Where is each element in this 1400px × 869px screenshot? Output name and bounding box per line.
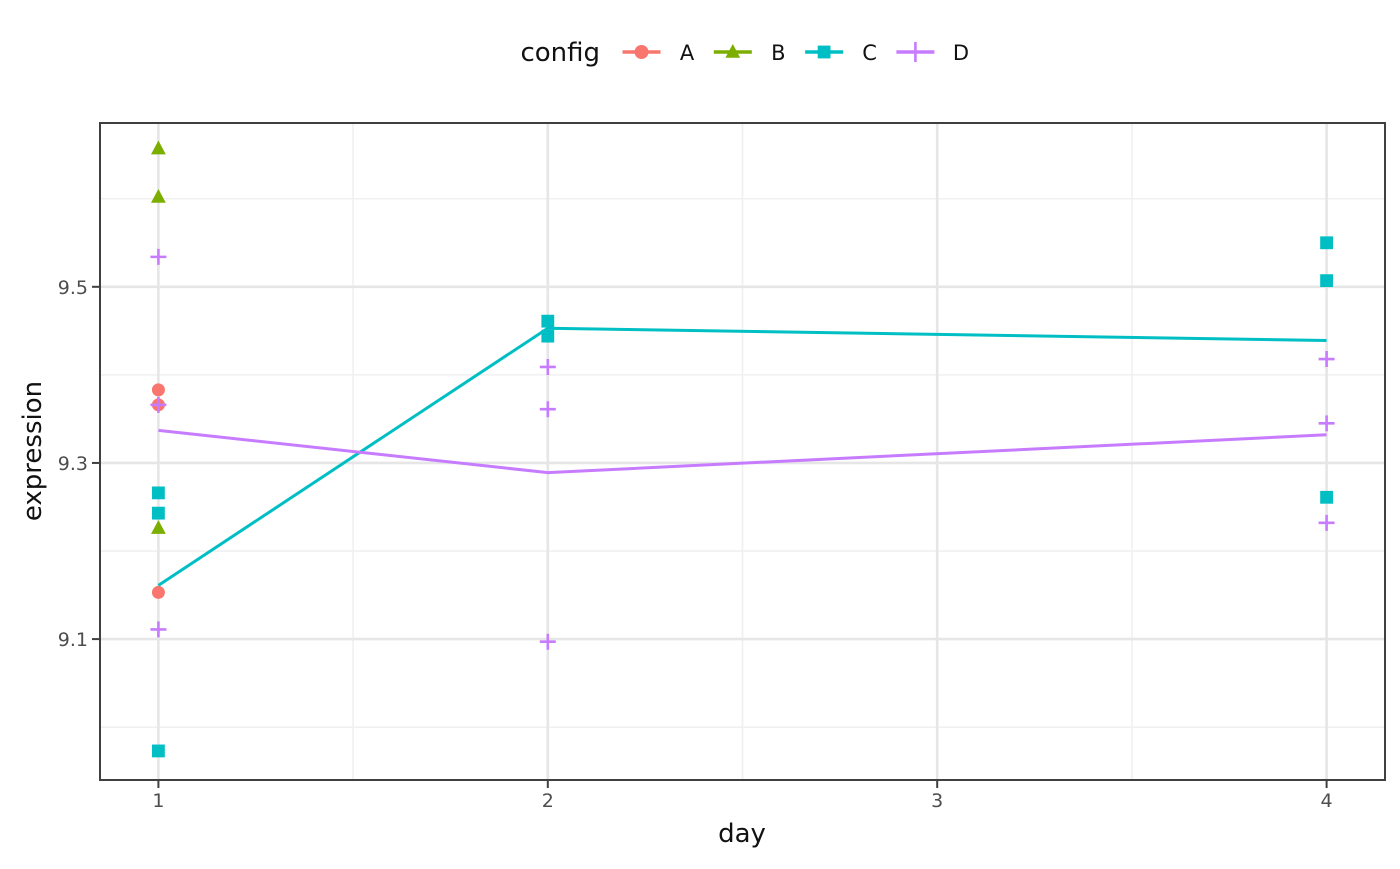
- legend-title: config: [520, 38, 600, 68]
- y-axis-title: expression: [18, 381, 48, 521]
- point-D: [1318, 514, 1335, 531]
- trend-line-C: [157, 326, 1327, 587]
- legend-entries: A B C D: [622, 41, 969, 65]
- point-C: [1320, 274, 1333, 288]
- x-tick-label: 1: [152, 790, 164, 812]
- legend-key-triangle-icon: [725, 44, 741, 58]
- point-C: [152, 506, 165, 520]
- series-points-B: [151, 140, 166, 534]
- data-points: [150, 140, 1335, 758]
- panel-border: [99, 122, 1386, 781]
- point-C: [541, 329, 555, 343]
- legend-entry-label: D: [953, 41, 969, 65]
- y-tick-label: 9.3: [58, 453, 88, 475]
- panel-border-rect: [99, 122, 1386, 781]
- axis-tick-labels: 1 2 3 4 9.1 9.3 9.5: [58, 277, 1333, 812]
- x-tick-label: 4: [1321, 790, 1333, 812]
- axis-ticks: [92, 285, 1328, 788]
- legend: config A B C D: [520, 38, 969, 68]
- trend-lines: [157, 326, 1327, 587]
- legend-entry-label: A: [680, 41, 695, 65]
- point-B: [151, 188, 166, 203]
- series-points-A: [151, 383, 165, 599]
- legend-entry-A: A: [622, 41, 695, 65]
- legend-entry-D: D: [896, 41, 969, 65]
- point-D: [150, 621, 167, 638]
- point-D: [150, 396, 167, 413]
- y-tick-label: 9.1: [58, 629, 88, 651]
- x-tick-label: 2: [542, 790, 554, 812]
- legend-entry-C: C: [805, 41, 877, 65]
- point-C: [1320, 236, 1333, 250]
- point-C: [1320, 490, 1333, 504]
- y-tick-label: 9.5: [58, 277, 88, 299]
- point-B: [151, 140, 166, 155]
- point-B: [151, 520, 166, 534]
- legend-key-circle-icon: [634, 45, 649, 59]
- legend-entry-label: B: [771, 41, 785, 65]
- series-points-C: [152, 236, 1333, 758]
- point-D: [539, 401, 556, 418]
- series-points-D: [150, 248, 1335, 650]
- legend-key-plus-icon: [905, 42, 926, 62]
- point-A: [151, 383, 165, 397]
- x-tick-label: 3: [931, 790, 943, 812]
- legend-entry-label: C: [862, 41, 877, 65]
- point-C: [541, 314, 555, 328]
- point-D: [1318, 415, 1335, 432]
- point-C: [152, 486, 165, 500]
- point-D: [1318, 351, 1335, 368]
- point-D: [150, 248, 167, 265]
- point-C: [152, 744, 165, 758]
- trend-line-D: [158, 428, 1327, 475]
- point-A: [151, 585, 165, 599]
- legend-key-square-icon: [817, 45, 831, 59]
- point-D: [539, 358, 556, 375]
- point-D: [539, 633, 556, 650]
- x-axis-title: day: [718, 819, 766, 849]
- legend-entry-B: B: [713, 41, 786, 65]
